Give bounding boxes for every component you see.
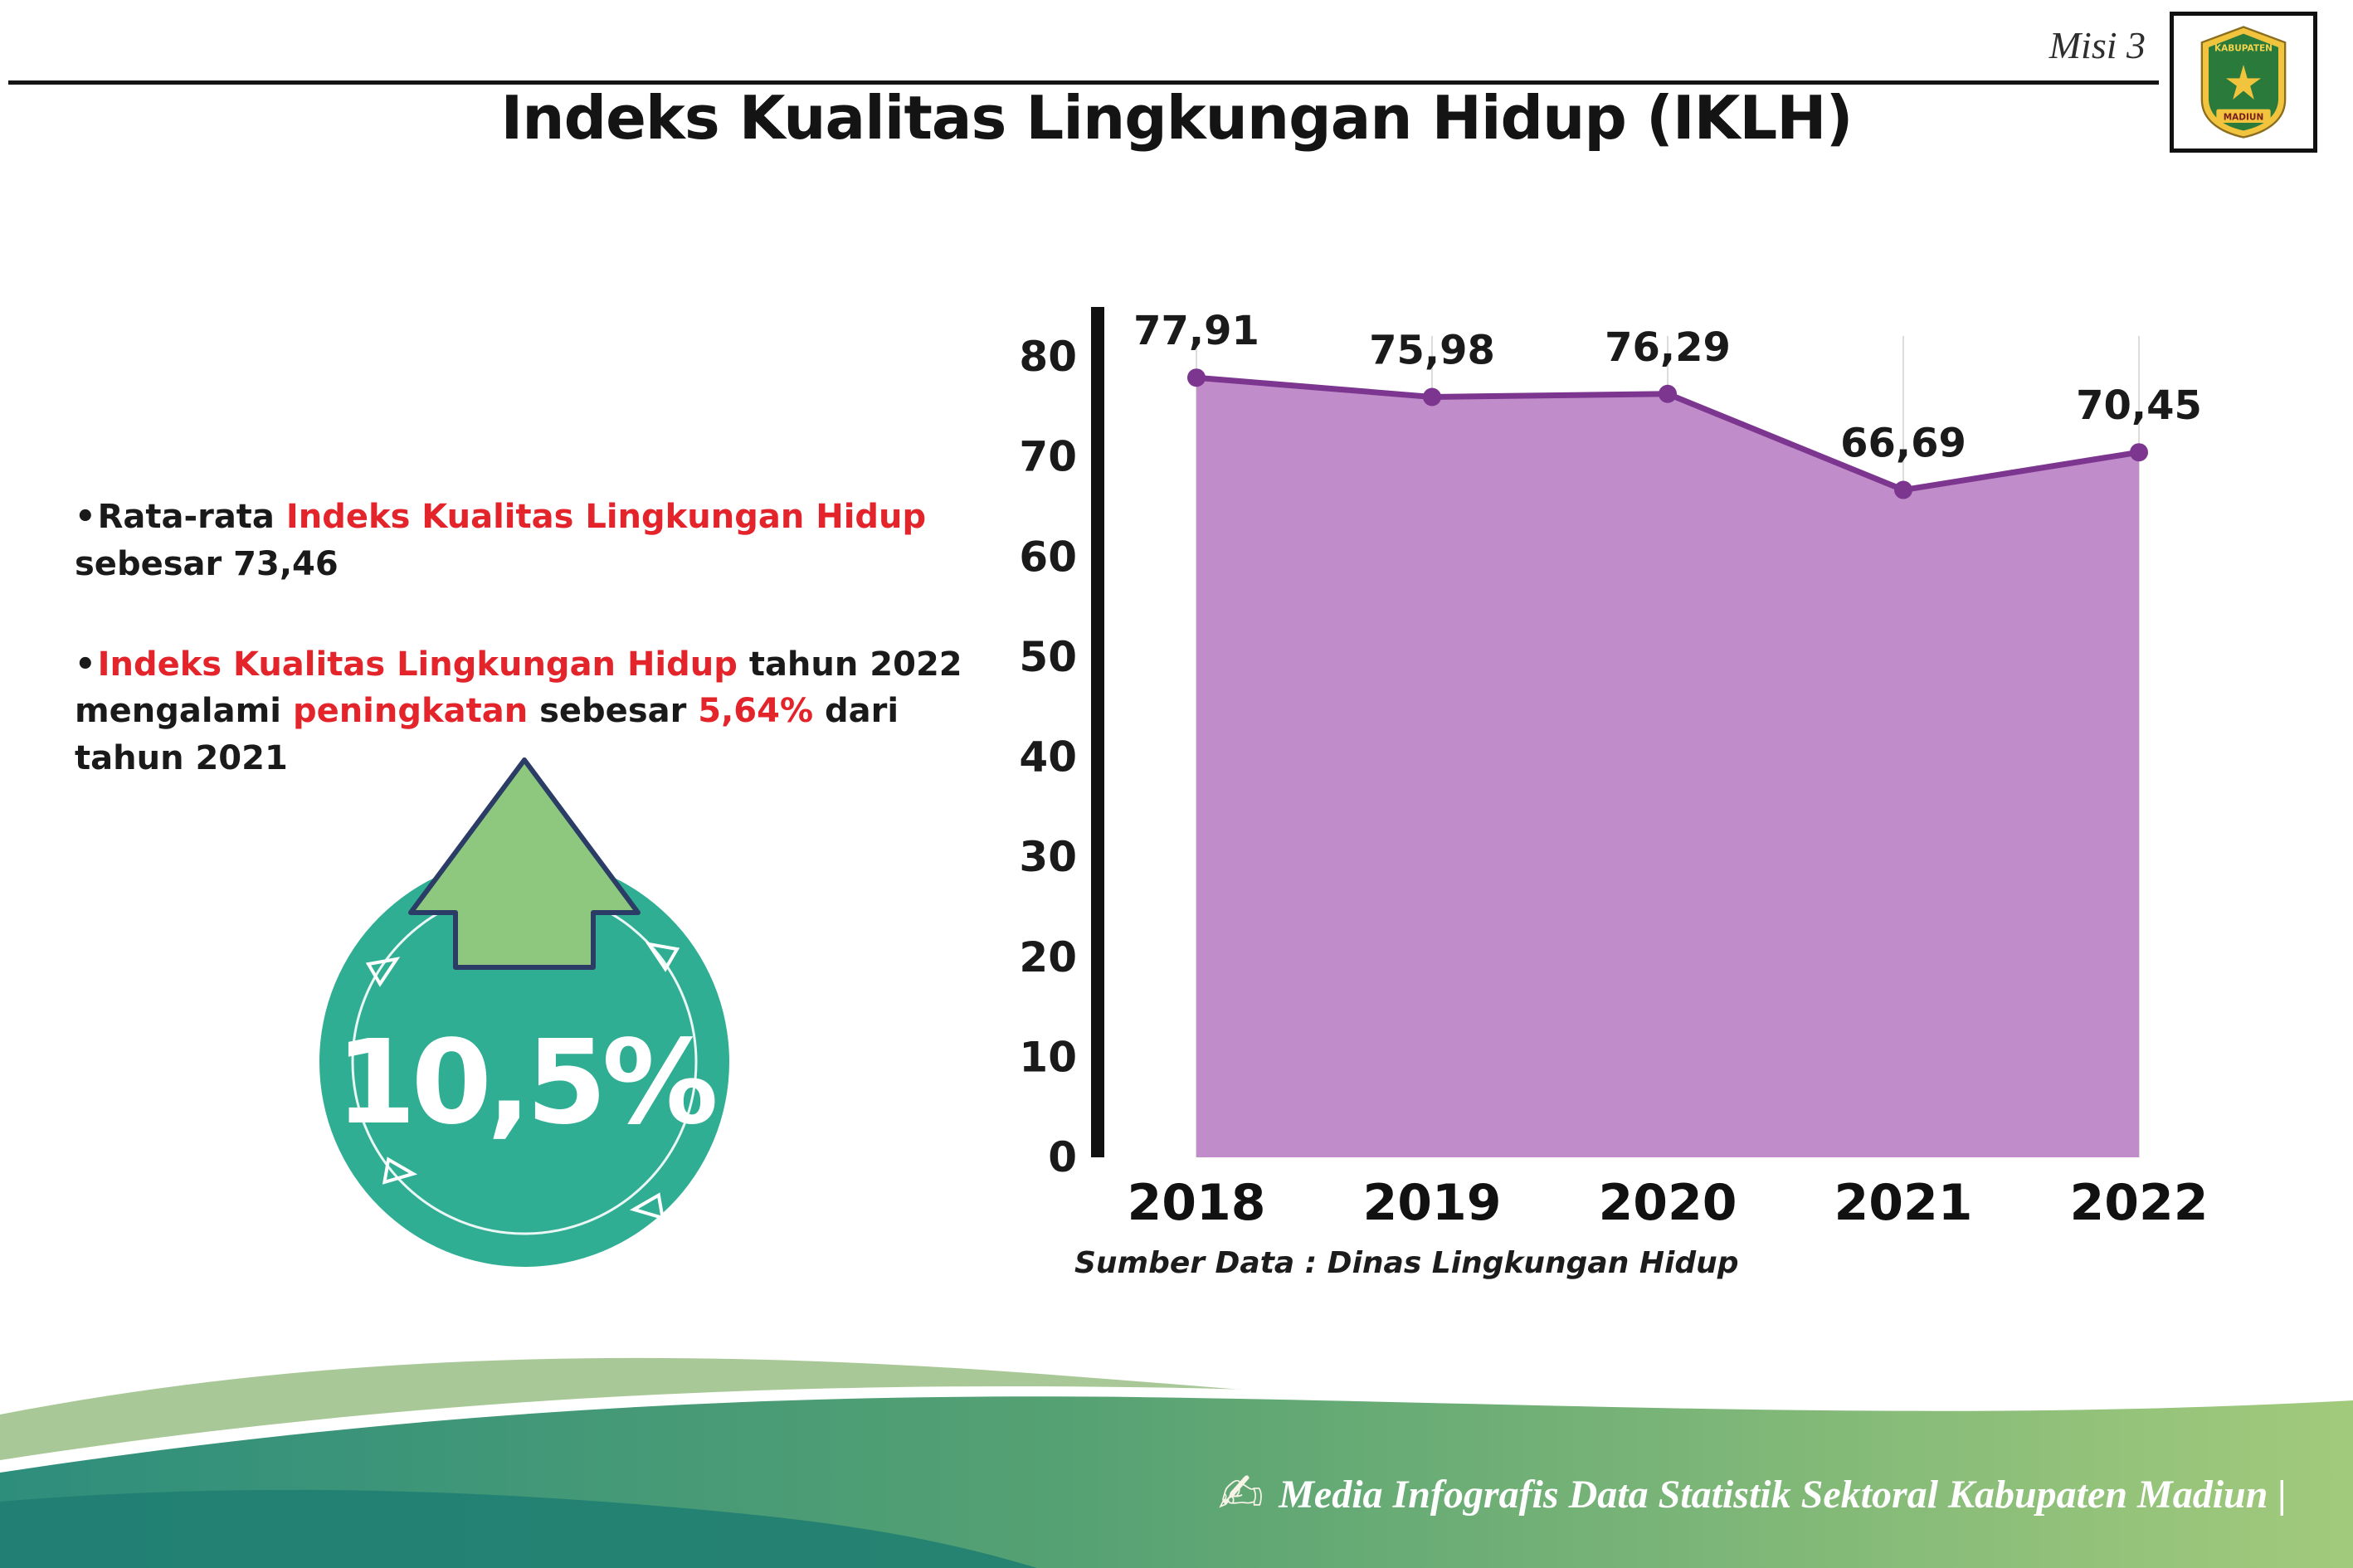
footer-content: ✍ Media Infografis Data Statistik Sektor… <box>1218 1467 2287 1522</box>
source-label: Sumber Data : Dinas Lingkungan Hidup <box>1074 1246 1739 1280</box>
y-tick-label: 30 <box>1021 833 1077 881</box>
logo-text-top: KABUPATEN <box>2214 44 2273 54</box>
iklh-area-chart: 0 10 20 30 40 50 60 70 80 77,91 75,98 76,29 66,69 70,… <box>1019 290 2265 1269</box>
b2-text-6: dari tahun 2021 <box>75 692 899 778</box>
value-label: 76,29 <box>1605 324 1731 371</box>
data-point <box>1659 384 1677 403</box>
bullet-peningkatan: Indeks Kualitas Lingkungan Hidup tahun 2… <box>75 641 1012 782</box>
page-title: Indeks Kualitas Lingkungan Hidup (IKLH) <box>500 83 1854 153</box>
x-tick-label: 2019 <box>1363 1174 1502 1232</box>
percentage-badge: 10,5% <box>319 757 729 1267</box>
b2-text-3: peningkatan <box>292 692 529 731</box>
ring-arrow-decoration <box>365 942 680 1220</box>
b2-text-5: 5,64% <box>698 692 814 731</box>
data-point <box>1423 387 1441 407</box>
logo-star <box>2226 65 2261 100</box>
x-tick-label: 2018 <box>1128 1174 1266 1232</box>
b1-text-1: Rata-rata <box>97 498 286 536</box>
y-tick-label: 0 <box>1048 1133 1077 1181</box>
y-tick-label: 40 <box>1021 733 1077 782</box>
area-fill <box>1196 377 2139 1157</box>
data-point <box>1187 368 1206 387</box>
x-tick-label: 2020 <box>1599 1174 1737 1232</box>
badge-circle <box>319 857 729 1267</box>
b2-text-4: sebesar <box>528 692 699 731</box>
b1-text-2: Indeks Kualitas Lingkungan Hidup <box>285 498 927 536</box>
y-axis-bar <box>1091 307 1104 1157</box>
x-tick-label: 2021 <box>1834 1174 1973 1232</box>
y-tick-label: 20 <box>1021 933 1077 981</box>
arrow-up-icon <box>408 757 641 970</box>
logo-box: KABUPATEN MADIUN <box>2170 12 2317 153</box>
value-label: 75,98 <box>1369 327 1495 373</box>
y-tick-label: 50 <box>1021 633 1077 681</box>
footer-wave-dark-accent <box>0 1489 1037 1568</box>
misi-label: Misi 3 <box>2049 24 2146 66</box>
b2-text-1: Indeks Kualitas Lingkungan Hidup <box>97 645 738 684</box>
b2-text-2: tahun 2022 mengalami <box>75 645 962 731</box>
footer-wave-decoration <box>0 1357 2353 1568</box>
y-tick-label: 60 <box>1021 533 1077 581</box>
x-tick-label: 2022 <box>2070 1174 2209 1232</box>
data-point <box>2130 443 2148 462</box>
bullet-list: Rata-rata Indeks Kualitas Lingkungan Hid… <box>75 494 1012 835</box>
logo-text-bottom: MADIUN <box>2224 113 2264 123</box>
badge-value: 10,5% <box>335 1015 714 1151</box>
writer-icon: ✍ <box>1217 1462 1264 1526</box>
bullet-rata-rata: Rata-rata Indeks Kualitas Lingkungan Hid… <box>75 494 1012 588</box>
footer-text: Media Infografis Data Statistik Sektoral… <box>1279 1472 2287 1517</box>
kabupaten-madiun-crest-icon: KABUPATEN MADIUN <box>2200 26 2287 139</box>
y-tick-label: 80 <box>1021 333 1077 381</box>
value-label: 70,45 <box>2076 382 2202 429</box>
b1-text-3: sebesar 73,46 <box>75 544 339 583</box>
chart-canvas: 0 10 20 30 40 50 60 70 80 77,91 75,98 76,29 66,69 70,… <box>1019 307 2209 1232</box>
data-point <box>1894 480 1912 499</box>
y-tick-label: 10 <box>1021 1033 1077 1081</box>
value-label: 66,69 <box>1840 421 1966 467</box>
y-tick-label: 70 <box>1021 433 1077 481</box>
value-label: 77,91 <box>1133 308 1259 354</box>
header-divider-line <box>8 80 2159 85</box>
